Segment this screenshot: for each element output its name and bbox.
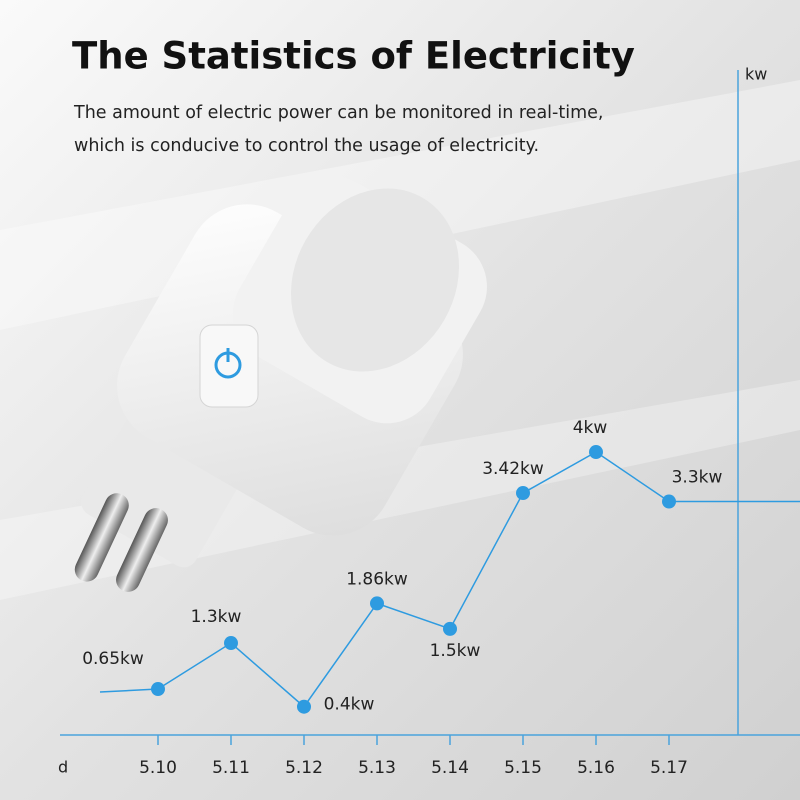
data-point bbox=[297, 699, 311, 714]
subtitle: The amount of electric power can be moni… bbox=[73, 103, 603, 123]
data-label: 1.3kw bbox=[191, 607, 242, 627]
x-tick-label: 5.13 bbox=[358, 758, 396, 778]
y-axis-label: kw bbox=[745, 65, 767, 84]
data-point bbox=[151, 682, 165, 697]
data-label: 3.42kw bbox=[482, 459, 544, 479]
x-axis-label: d bbox=[58, 758, 68, 777]
data-label: 4kw bbox=[573, 418, 608, 438]
x-tick-label: 5.14 bbox=[431, 758, 469, 778]
data-label: 0.65kw bbox=[82, 649, 144, 669]
x-tick-label: 5.11 bbox=[212, 758, 250, 778]
line-lead bbox=[99, 688, 159, 693]
data-line bbox=[157, 451, 670, 708]
data-point bbox=[443, 621, 457, 636]
data-point bbox=[516, 486, 530, 501]
x-tick-label: 5.16 bbox=[577, 758, 615, 778]
data-label: 0.4kw bbox=[324, 695, 375, 715]
smart-plug bbox=[74, 176, 487, 592]
x-tick-label: 5.10 bbox=[139, 758, 177, 778]
data-label: 1.86kw bbox=[346, 569, 408, 589]
data-point bbox=[662, 494, 676, 509]
x-tick-label: 5.17 bbox=[650, 758, 688, 778]
subtitle: which is conducive to control the usage … bbox=[74, 136, 539, 156]
data-point bbox=[589, 445, 603, 460]
data-point bbox=[370, 596, 384, 611]
data-label: 1.5kw bbox=[430, 641, 481, 661]
data-point bbox=[224, 636, 238, 651]
x-tick-label: 5.12 bbox=[285, 758, 323, 778]
x-tick-label: 5.15 bbox=[504, 758, 542, 778]
title: The Statistics of Electricity bbox=[72, 35, 635, 78]
data-label: 3.3kw bbox=[672, 468, 723, 488]
